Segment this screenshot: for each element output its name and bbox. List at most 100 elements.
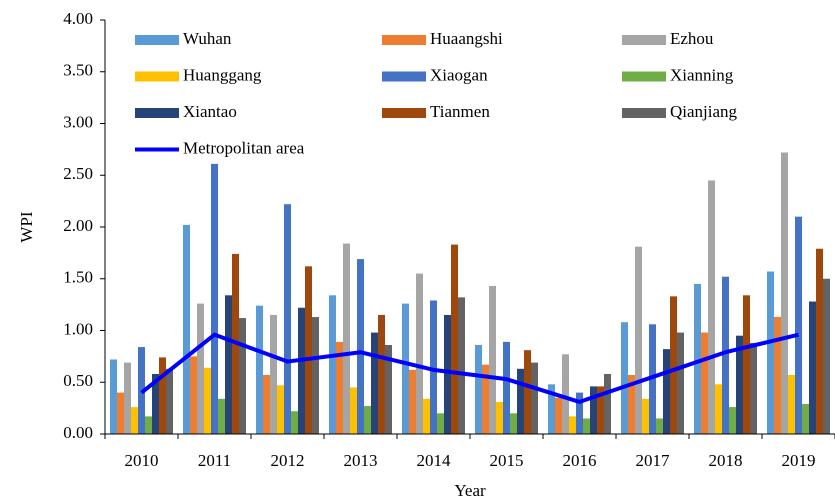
- bar: [510, 413, 517, 434]
- x-tick-label: 2016: [563, 451, 597, 470]
- bar: [336, 341, 343, 434]
- bar: [291, 411, 298, 434]
- legend-swatch: [382, 35, 426, 45]
- bar: [239, 318, 246, 434]
- x-tick-label: 2019: [782, 451, 816, 470]
- legend-swatch: [622, 35, 666, 45]
- bar: [663, 349, 670, 434]
- legend-label: Ezhou: [670, 29, 714, 48]
- bar: [385, 344, 392, 434]
- bar: [270, 314, 277, 434]
- bar: [263, 375, 270, 434]
- bar: [548, 384, 555, 434]
- bar: [131, 407, 138, 434]
- bar: [475, 344, 482, 434]
- bar: [159, 357, 166, 434]
- bar: [555, 397, 562, 434]
- x-tick-label: 2013: [344, 451, 378, 470]
- legend-swatch: [135, 71, 179, 82]
- legend-label: Xianning: [670, 65, 734, 84]
- bar: [677, 332, 684, 434]
- bar: [218, 398, 225, 434]
- line: [140, 332, 799, 404]
- x-axis-title: Year: [454, 481, 486, 500]
- x-tick-label: 2017: [636, 451, 671, 470]
- bar: [590, 386, 597, 434]
- bar: [802, 403, 809, 434]
- y-tick-label: 3.00: [63, 112, 93, 131]
- bar: [517, 368, 524, 434]
- bar: [350, 387, 357, 434]
- bar: [635, 246, 642, 434]
- legend-label: Qianjiang: [670, 102, 738, 121]
- bar: [225, 295, 232, 434]
- bar: [569, 416, 576, 434]
- x-tick-label: 2014: [417, 451, 452, 470]
- bar: [503, 341, 510, 434]
- x-tick-label: 2015: [490, 451, 524, 470]
- bar: [204, 367, 211, 434]
- bar: [628, 375, 635, 434]
- bar: [329, 295, 336, 434]
- bar: [124, 362, 131, 434]
- y-tick-label: 3.50: [63, 61, 93, 80]
- bar: [597, 386, 604, 434]
- bar: [402, 303, 409, 434]
- x-tick-label: 2018: [709, 451, 743, 470]
- legend-label: Tianmen: [430, 102, 490, 121]
- legend-swatch: [382, 71, 426, 82]
- x-tick-label: 2011: [198, 451, 231, 470]
- bar: [482, 364, 489, 434]
- legend-label: Xiaogan: [430, 65, 488, 84]
- y-tick-label: 2.00: [63, 216, 93, 235]
- bar: [823, 278, 830, 434]
- bar: [562, 354, 569, 434]
- y-tick-label: 4.00: [63, 9, 93, 28]
- bar: [298, 307, 305, 434]
- bar: [489, 285, 496, 434]
- bar: [409, 369, 416, 434]
- y-tick-label: 1.50: [63, 268, 93, 287]
- bar: [736, 335, 743, 434]
- legend-label: Metropolitan area: [183, 138, 305, 157]
- bar: [437, 413, 444, 434]
- bar: [451, 244, 458, 434]
- bar: [642, 398, 649, 434]
- bar: [816, 248, 823, 434]
- bar: [430, 300, 437, 434]
- bar: [576, 392, 583, 434]
- bar: [145, 416, 152, 434]
- bar: [809, 301, 816, 434]
- bar: [715, 384, 722, 434]
- bar: [583, 418, 590, 434]
- bar: [117, 392, 124, 434]
- bar: [364, 406, 371, 434]
- y-tick-label: 0.50: [63, 371, 93, 390]
- bar: [531, 362, 538, 434]
- bar: [312, 317, 319, 434]
- bar: [190, 356, 197, 434]
- bar: [110, 359, 117, 434]
- legend-swatch: [135, 108, 179, 118]
- bar: [743, 295, 750, 434]
- bar: [621, 322, 628, 434]
- bar: [256, 305, 263, 434]
- bar: [284, 204, 291, 434]
- y-axis-title: WPI: [17, 211, 36, 243]
- bar: [183, 224, 190, 434]
- bar: [444, 314, 451, 434]
- bar: [722, 276, 729, 434]
- bar: [343, 243, 350, 434]
- bar: [277, 385, 284, 434]
- bar: [357, 259, 364, 434]
- legend-swatch: [382, 108, 426, 118]
- bar: [152, 373, 159, 434]
- legend-swatch: [135, 35, 179, 45]
- bar: [795, 216, 802, 434]
- bar: [378, 314, 385, 434]
- legend-label: Wuhan: [183, 29, 232, 48]
- bar: [496, 401, 503, 434]
- bar: [774, 317, 781, 434]
- bar: [781, 152, 788, 435]
- legend-label: Xiantao: [183, 102, 237, 121]
